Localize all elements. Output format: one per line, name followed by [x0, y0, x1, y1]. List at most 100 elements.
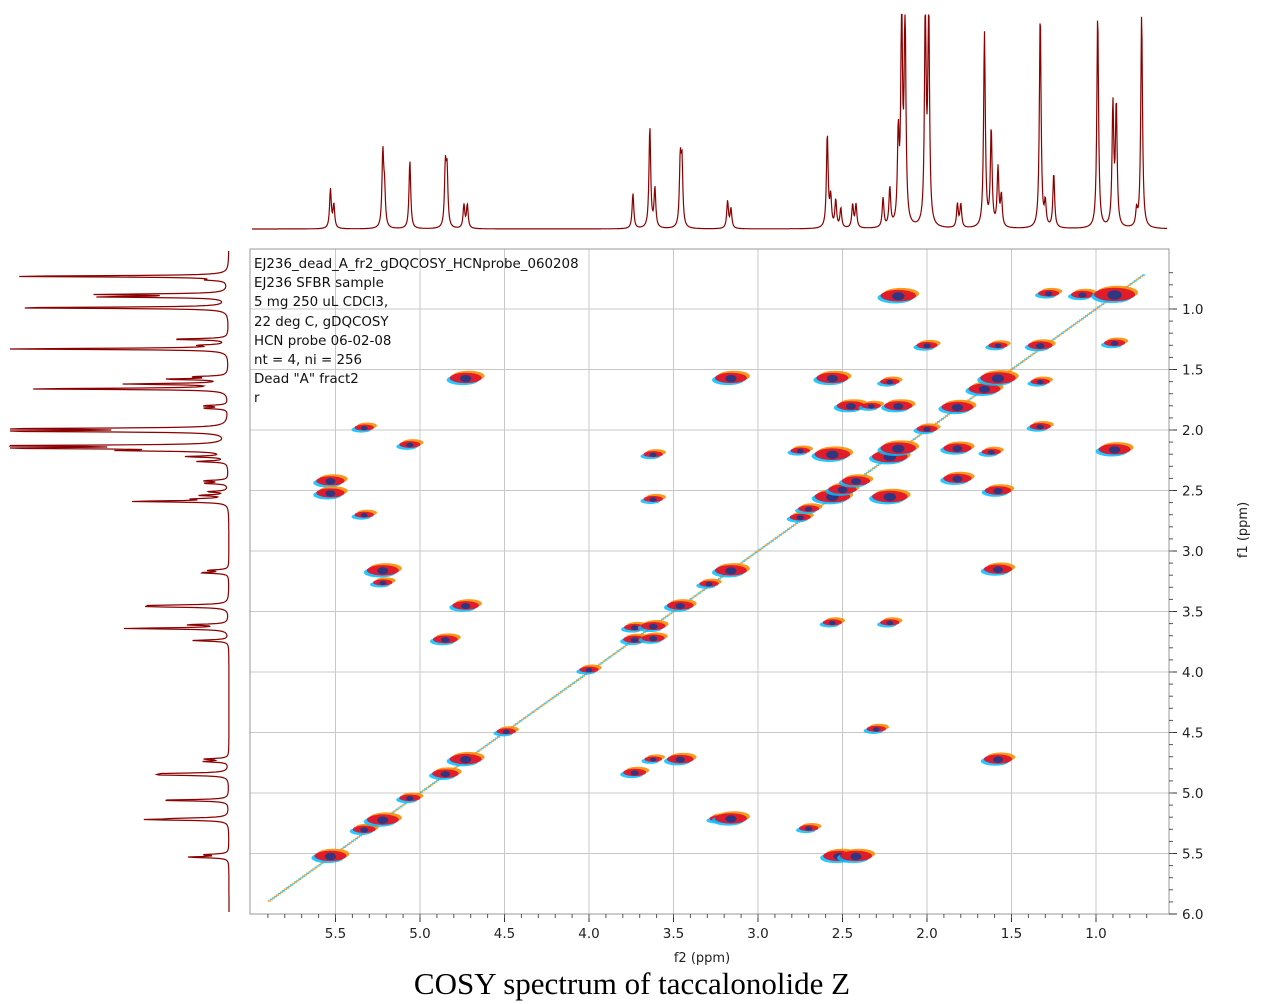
peak-lobe — [893, 403, 904, 410]
diagonal-dot — [397, 807, 401, 809]
peak-lobe — [828, 620, 836, 626]
diagonal-dot — [517, 721, 521, 724]
diagonal-dot — [312, 868, 316, 870]
cross-peak — [313, 474, 348, 488]
diagonal-dot — [391, 811, 395, 814]
diagonal-dot — [1032, 352, 1036, 355]
diagonal-dot — [523, 717, 527, 719]
diagonal-dot — [277, 892, 281, 895]
diagonal-dot — [529, 712, 533, 715]
y-tick-label: 3.0 — [1182, 544, 1203, 560]
diagonal-dot — [693, 595, 697, 597]
diagonal-dot — [578, 677, 582, 680]
diagonal-dot — [310, 869, 314, 872]
diagonal-dot — [561, 689, 565, 692]
diagonal-dot — [1085, 314, 1089, 317]
diagonal-dot — [314, 866, 318, 869]
cross-peak — [811, 446, 854, 463]
diagonal-dot — [939, 419, 943, 422]
diagonal-dot — [559, 691, 563, 693]
cross-peak — [711, 563, 750, 578]
diagonal-dot — [275, 894, 279, 896]
diagonal-dot — [576, 679, 580, 682]
cross-peak — [837, 848, 876, 864]
diagonal-dot — [567, 685, 571, 687]
diagonal-dot — [622, 646, 626, 648]
x-tick-label: 5.5 — [325, 926, 346, 942]
top-projection-spectrum — [252, 13, 1168, 230]
diagonal-dot — [918, 434, 922, 436]
diagonal-dot — [1131, 281, 1135, 284]
diagonal-dot — [1078, 319, 1082, 321]
cross-peak — [881, 399, 916, 413]
diagonal-dot — [945, 415, 949, 417]
diagonal-dot — [515, 722, 519, 725]
peak-lobe — [649, 497, 657, 502]
diagonal-dot — [1012, 367, 1016, 369]
diagonal-dot — [786, 528, 790, 531]
peak-lobe — [1035, 343, 1045, 349]
diagonal-dot — [766, 542, 770, 545]
peak-lobe — [324, 852, 337, 861]
cross-peak — [985, 340, 1011, 351]
diagonal-dot — [401, 804, 405, 806]
diagonal-dot — [283, 888, 287, 891]
diagonal-dot — [719, 576, 723, 578]
diagonal-dot — [308, 871, 312, 873]
diagonal-dot — [288, 885, 292, 888]
peak-lobe — [991, 374, 1005, 383]
x-axis-title: f2 (ppm) — [673, 951, 731, 966]
cross-peak — [877, 440, 920, 456]
plot-frame — [249, 248, 1170, 915]
diagonal-dot — [780, 532, 784, 535]
diagonal-dot — [1087, 313, 1091, 316]
diagonal-dot — [616, 650, 620, 652]
cross-peak — [838, 474, 874, 488]
cross-peak — [980, 752, 1016, 766]
peak-lobe — [630, 637, 639, 643]
diagonal-dot — [403, 802, 407, 805]
diagonal-dot — [1080, 317, 1084, 320]
peak-lobe — [951, 403, 964, 412]
peak-lobe — [325, 478, 336, 485]
diagonal-dot — [393, 810, 397, 812]
diagonal-dot — [484, 744, 488, 747]
diagonal-dot — [273, 895, 277, 898]
peak-lobe — [650, 757, 657, 762]
diagonal-dot — [1137, 277, 1141, 279]
diagonal-dot — [434, 781, 438, 783]
peak-lobe — [377, 567, 389, 575]
diagonal-dot — [934, 422, 938, 425]
diagonal-dot — [519, 720, 523, 722]
peak-lobe — [502, 729, 510, 734]
diagonal-dot — [936, 420, 940, 423]
diagonal-dot — [764, 544, 768, 546]
diagonal-dot — [1016, 364, 1020, 366]
diagonal-dot — [1054, 336, 1058, 339]
cross-peak — [640, 449, 666, 460]
diagonal-dot — [916, 435, 920, 438]
diagonal-dot — [494, 737, 498, 740]
diagonal-dot — [640, 632, 644, 635]
diagonal-dot — [914, 436, 918, 439]
diagonal-dot — [1133, 280, 1137, 282]
diagonal-dot — [571, 682, 575, 684]
peak-lobe — [725, 815, 737, 823]
diagonal-dot — [565, 686, 569, 689]
diagonal-dot — [551, 696, 555, 699]
diagonal-dot — [874, 465, 878, 468]
diagonal-dot — [350, 840, 354, 843]
cross-peak — [978, 446, 1004, 457]
cross-peak — [493, 726, 519, 737]
peak-lobe — [805, 826, 813, 831]
diagonal-dot — [1028, 355, 1032, 358]
diagonal-dot — [868, 470, 872, 472]
diagonal-dot — [943, 416, 947, 419]
diagonal-dot — [778, 534, 782, 536]
diagonal-dot — [320, 862, 324, 864]
diagonal-dot — [539, 705, 543, 708]
info-line: Dead "A" fract2 — [254, 372, 359, 388]
peak-lobe — [994, 343, 1002, 348]
diagonal-dot — [541, 704, 545, 706]
